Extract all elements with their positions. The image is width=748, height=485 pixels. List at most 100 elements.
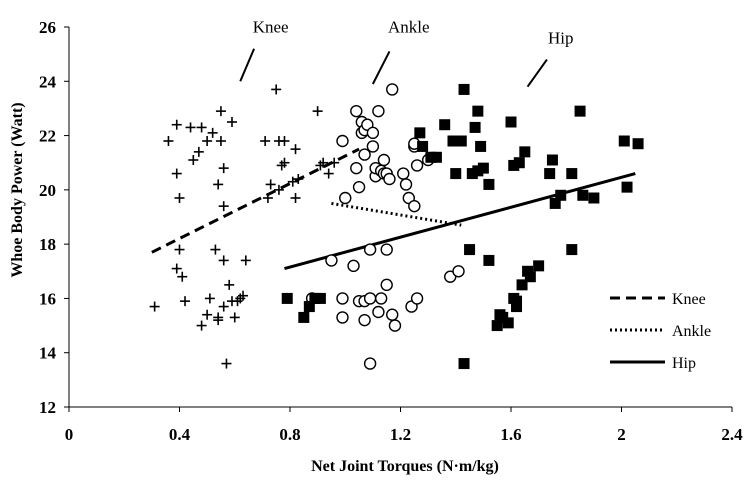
hip-point	[502, 317, 514, 329]
ankle-point	[350, 161, 363, 175]
x-tick-label: 0.8	[279, 425, 300, 444]
ankle-point	[336, 292, 349, 305]
hip-point	[632, 138, 644, 150]
hip-point	[516, 279, 528, 291]
hip-point	[447, 135, 459, 147]
ankle-point	[339, 191, 352, 205]
knee-point	[188, 155, 199, 165]
hip-point	[513, 157, 525, 169]
knee-point	[215, 136, 226, 146]
knee-point	[210, 244, 221, 255]
hip-point	[566, 244, 578, 256]
hip-point	[281, 292, 293, 304]
hip-point	[477, 162, 489, 174]
knee-point	[271, 84, 282, 95]
knee-point	[221, 358, 232, 369]
knee-point	[213, 312, 224, 323]
knee-point	[185, 122, 196, 133]
hip-point	[466, 168, 478, 180]
knee-point	[218, 301, 229, 312]
hip-point	[303, 301, 315, 313]
y-tick-label: 18	[39, 235, 56, 254]
hip-point	[618, 135, 630, 147]
ankle-point	[347, 259, 360, 273]
x-axis-title: Net Joint Torques (N·m/kg)	[311, 458, 499, 475]
hip-point	[472, 165, 484, 177]
knee-point	[213, 179, 224, 190]
ankle-point	[374, 292, 388, 305]
hip-point	[430, 151, 442, 163]
x-tick-label: 0	[65, 425, 74, 444]
knee-point	[262, 193, 273, 203]
knee-point	[279, 136, 290, 146]
ankle-point	[410, 292, 424, 305]
legend-label-ankle: Ankle	[672, 323, 711, 340]
y-axis-title: Whoe Body Power (Watt)	[9, 102, 26, 277]
ankle-point	[366, 140, 380, 153]
knee-point	[240, 255, 251, 266]
hip-point	[417, 140, 429, 152]
hip-point	[458, 358, 470, 370]
x-tick-label: 2	[617, 425, 626, 444]
trendline-hip	[284, 172, 636, 271]
knee-point	[260, 136, 271, 146]
ankle-point	[372, 104, 385, 118]
ankle-point	[386, 83, 399, 96]
ankle-point	[380, 243, 393, 256]
knee-point	[193, 146, 204, 157]
hip-point	[450, 168, 462, 180]
hip-point	[458, 83, 470, 95]
ankle-point	[336, 311, 349, 324]
ankle-point	[397, 167, 410, 180]
x-tick-label: 1.2	[390, 425, 411, 444]
trendline-ankle	[331, 201, 462, 227]
annotation-label-hip: Hip	[548, 28, 574, 47]
hip-point	[314, 292, 326, 304]
hip-point	[546, 154, 558, 166]
hip-point	[469, 121, 481, 133]
knee-point	[215, 106, 226, 117]
data-points	[149, 83, 644, 370]
ankle-point	[377, 153, 391, 167]
ankle-point	[388, 319, 402, 332]
knee-point	[218, 255, 229, 266]
ankle-point	[336, 134, 349, 148]
hip-point	[483, 254, 495, 266]
hip-point	[549, 197, 561, 209]
ankle-point	[408, 199, 421, 213]
knee-point	[224, 279, 235, 290]
hip-point	[455, 135, 467, 147]
y-tick-label: 16	[39, 289, 56, 308]
ankle-point	[452, 265, 465, 278]
knee-point	[318, 157, 329, 168]
y-tick-label: 22	[39, 127, 56, 146]
knee-point	[218, 163, 229, 174]
knee-point	[177, 271, 188, 282]
hip-point	[544, 168, 556, 180]
knee-point	[171, 263, 182, 274]
ankle-point	[350, 104, 363, 118]
ankle-point	[363, 292, 377, 305]
annotation-label-knee: Knee	[253, 17, 289, 36]
ankle-point	[372, 305, 385, 319]
legend-label-knee: Knee	[672, 291, 706, 308]
knee-point	[149, 301, 160, 312]
hip-point	[472, 105, 484, 117]
y-tick-label: 26	[39, 18, 56, 37]
hip-point	[566, 168, 578, 180]
annotations: Knee Ankle Hip	[239, 17, 574, 88]
y-tick-label: 14	[39, 344, 57, 363]
knee-point	[171, 168, 182, 179]
knee-point	[293, 174, 304, 184]
ankle-point	[366, 126, 380, 140]
trendlines	[151, 147, 636, 271]
knee-point	[312, 106, 323, 117]
annotation-pointer-hip	[526, 58, 548, 88]
hip-point	[555, 189, 567, 201]
ankle-point	[410, 159, 424, 172]
y-tick-label: 12	[39, 398, 56, 417]
hip-point	[574, 105, 586, 117]
annotation-label-ankle: Ankle	[388, 17, 430, 36]
knee-point	[290, 144, 301, 155]
